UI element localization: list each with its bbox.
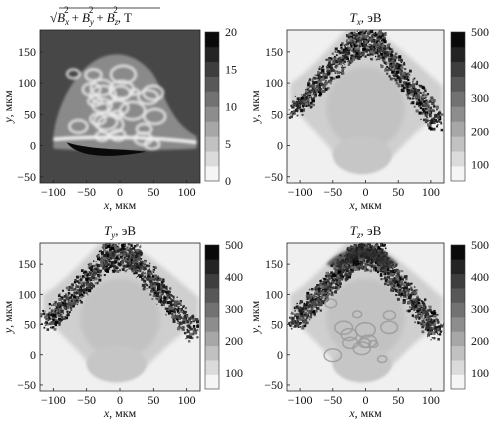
inner-shell	[326, 66, 405, 150]
lower-lobe	[332, 345, 392, 382]
y-tick-label: 50	[271, 318, 283, 332]
x-tick-label: −50	[323, 185, 342, 199]
colorbar-tick-label: 500	[471, 25, 489, 39]
y-axis-label: y, мкм	[1, 90, 15, 124]
y-tick-label: 150	[265, 257, 283, 271]
y-tick-label: 100	[265, 287, 283, 301]
colorbar-tick-label: 300	[225, 302, 243, 316]
y-tick-label: 0	[277, 348, 283, 362]
colorbar: 0 5 10 15 20	[204, 25, 237, 188]
y-tick-label: 100	[18, 76, 36, 90]
lower-lobe	[86, 345, 147, 382]
colorbar: 100 200 300 400 500	[450, 25, 489, 182]
colorbar-tick-label: 10	[225, 100, 237, 114]
colorbar-tick-label: 200	[471, 124, 489, 138]
y-axis-label: y, мкм	[248, 90, 262, 124]
colorbar-tick-label: 15	[225, 62, 237, 76]
x-axis-label: x, мкм	[103, 198, 137, 212]
x-tick-label: −50	[77, 185, 96, 199]
x-tick-label: 50	[147, 185, 159, 199]
heatmap-image	[287, 243, 444, 391]
x-tick-label: 0	[363, 185, 369, 199]
panel-title: √Bx2 + By2 + Bz2, T	[50, 5, 132, 27]
colorbar-tick-label: 400	[471, 58, 489, 72]
heatmap-panel-1: −100 −50 0 50 100 −50 0 50 100 150 x, мкм y, мкм 0 5 1…	[1, 5, 237, 212]
colorbar-tick-label: 5	[225, 137, 231, 151]
x-tick-label: 100	[422, 185, 440, 199]
x-tick-label: 50	[392, 185, 404, 199]
colorbar-tick-label: 100	[471, 157, 489, 171]
colorbar-tick-label: 20	[225, 25, 237, 39]
heatmap-image	[287, 30, 444, 183]
y-tick-label: 0	[30, 348, 36, 362]
compressed-layer	[66, 142, 147, 156]
x-tick-label: −100	[41, 185, 66, 199]
x-tick-label: −100	[288, 185, 313, 199]
hot-shell	[288, 30, 444, 132]
x-tick-label: 50	[392, 393, 404, 407]
y-tick-label: 150	[18, 257, 36, 271]
x-tick-label: 0	[117, 393, 123, 407]
colorbar-tick-label: 0	[225, 174, 231, 188]
y-tick-label: −50	[264, 378, 283, 392]
y-tick-label: 150	[265, 45, 283, 59]
y-axis-label: y, мкм	[248, 300, 262, 334]
y-tick-label: −50	[17, 378, 36, 392]
y-axis-label: y, мкм	[1, 300, 15, 334]
colorbar-tick-label: 500	[225, 238, 243, 252]
heatmap-image	[40, 30, 200, 183]
x-tick-label: 50	[147, 393, 159, 407]
colorbar-tick-label: 400	[225, 270, 243, 284]
colorbar-tick-label: 100	[471, 366, 489, 380]
hot-shell	[288, 243, 444, 341]
colorbar-tick-label: 400	[471, 270, 489, 284]
colorbar-tick-label: 500	[471, 238, 489, 252]
heatmap-image	[40, 243, 200, 391]
y-tick-label: 0	[277, 139, 283, 153]
x-tick-label: −100	[41, 393, 66, 407]
x-tick-label: 0	[363, 393, 369, 407]
filaments	[323, 298, 399, 364]
colorbar-tick-label: 100	[225, 366, 243, 380]
x-tick-label: 100	[178, 393, 196, 407]
x-axis-label: x, мкм	[103, 406, 137, 420]
y-tick-label: 0	[30, 139, 36, 153]
hot-shell	[40, 243, 200, 343]
colorbar-tick-label: 200	[225, 334, 243, 348]
y-tick-label: 50	[24, 107, 36, 121]
panel-title: Tz, эВ	[350, 223, 382, 240]
x-tick-label: 100	[422, 393, 440, 407]
colorbar-tick-label: 200	[471, 334, 489, 348]
lower-lobe	[332, 136, 392, 174]
inner-shell	[80, 278, 160, 359]
colorbar-tick-label: 300	[471, 91, 489, 105]
field-structure	[53, 54, 197, 151]
x-tick-label: 0	[117, 185, 123, 199]
x-axis-label: x, мкм	[348, 198, 382, 212]
y-tick-label: 100	[18, 287, 36, 301]
colorbar: 100 200 300 400 500	[204, 238, 243, 390]
x-tick-label: −100	[288, 393, 313, 407]
y-tick-label: −50	[264, 170, 283, 184]
y-tick-label: −50	[17, 170, 36, 184]
colorbar: 100 200 300 400 500	[450, 238, 489, 390]
y-tick-label: 150	[18, 45, 36, 59]
y-tick-label: 100	[265, 76, 283, 90]
x-axis-label: x, мкм	[348, 406, 382, 420]
colorbar-tick-label: 300	[471, 302, 489, 316]
panel-title: Ty, эВ	[104, 223, 136, 240]
x-tick-label: 100	[178, 185, 196, 199]
y-tick-label: 50	[271, 107, 283, 121]
y-tick-label: 50	[24, 318, 36, 332]
x-tick-label: −50	[323, 393, 342, 407]
panel-title: Tx, эВ	[350, 10, 382, 27]
x-tick-label: −50	[77, 393, 96, 407]
